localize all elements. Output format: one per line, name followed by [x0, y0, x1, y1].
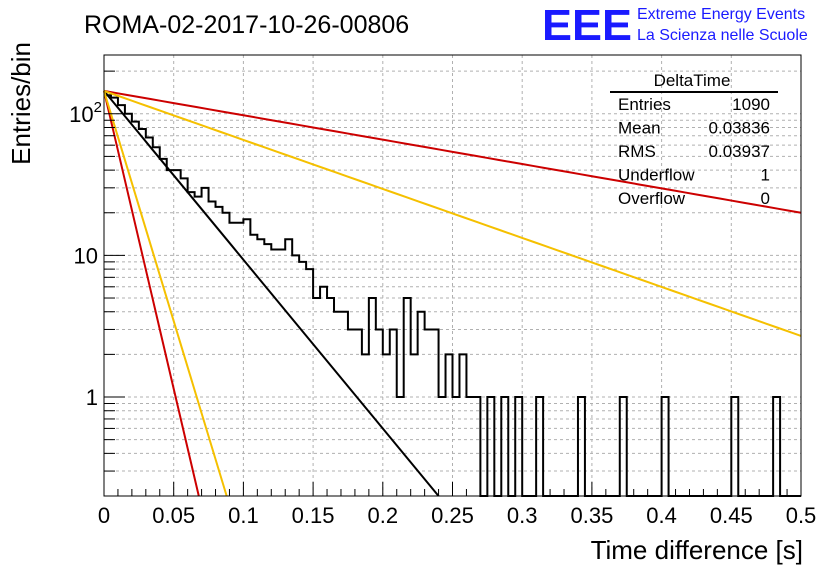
stats-row-label: Underflow [618, 166, 695, 185]
x-tick-label: 0.3 [507, 503, 538, 528]
x-tick-label: 0.4 [646, 503, 677, 528]
stats-rows: Entries 1090 Mean 0.03836 RMS 0.03937 Underflo… [618, 95, 770, 208]
fit-line [103, 90, 200, 497]
x-tick-label: 0.35 [570, 503, 613, 528]
stats-box: DeltaTime Entries 1090 Mean 0.03836 RMS 0.039… [610, 71, 778, 208]
axis-ticks [103, 70, 802, 497]
stats-row-label: Overflow [618, 189, 686, 208]
stats-row-value: 0.03836 [709, 119, 770, 138]
y-axis-label: Entries/bin [6, 42, 36, 165]
stats-row-value: 0 [761, 189, 770, 208]
stats-row-value: 1 [761, 166, 770, 185]
stats-title: DeltaTime [654, 71, 731, 90]
stats-row-label: Entries [618, 95, 671, 114]
x-tick-label: 0.05 [152, 503, 195, 528]
fit-line [103, 89, 802, 214]
x-axis-label: Time difference [s] [591, 535, 803, 565]
logo-line2: La Scienza nelle Scuole [637, 27, 808, 44]
x-tick-label: 0.1 [228, 503, 259, 528]
y-tick-label: 102 [69, 99, 102, 127]
stats-row-value: 0.03937 [709, 142, 770, 161]
grid [104, 55, 801, 497]
eee-logo: EEE Extreme Energy Events La Scienza nel… [542, 1, 808, 50]
x-tick-label: 0.2 [368, 503, 399, 528]
x-tick-label: 0 [98, 503, 110, 528]
fit-lines [103, 89, 802, 497]
x-tick-label: 0.15 [292, 503, 335, 528]
stats-row-label: Mean [618, 119, 661, 138]
fit-line [103, 90, 228, 497]
x-tick-label: 0.5 [786, 503, 817, 528]
y-tick-label: 1 [86, 385, 98, 410]
x-tick-label: 0.45 [710, 503, 753, 528]
y-tick-label-exponent: 2 [94, 99, 102, 116]
stats-row-label: RMS [618, 142, 656, 161]
fit-line [103, 89, 802, 337]
stats-row-value: 1090 [732, 95, 770, 114]
x-tick-label: 0.25 [431, 503, 474, 528]
fit-line [103, 90, 440, 497]
axis-tick-labels: 0 0.05 0.1 0.15 0.2 0.25 0.3 0.35 0.4 0.45 0.51101… [69, 99, 816, 528]
chart-title: ROMA-02-2017-10-26-00806 [84, 11, 409, 39]
y-tick-label-base: 10 [69, 102, 93, 127]
logo-mark: EEE [542, 1, 632, 50]
logo-line1: Extreme Energy Events [637, 6, 805, 23]
y-tick-label: 10 [74, 243, 98, 268]
